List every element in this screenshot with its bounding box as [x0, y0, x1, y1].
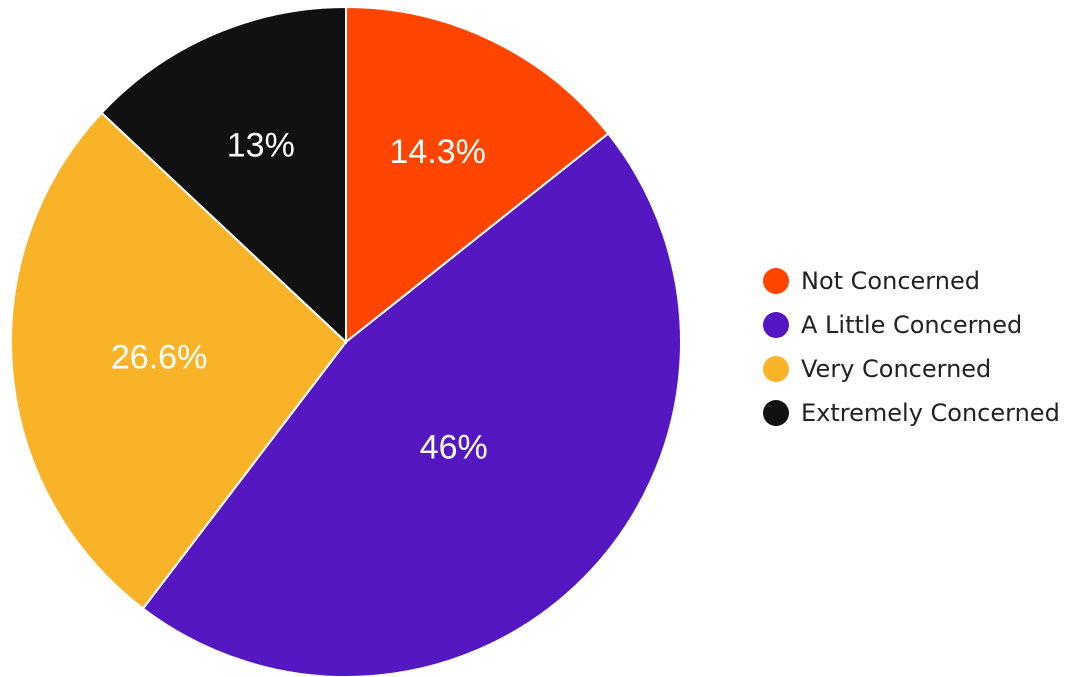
legend-swatch-icon: [763, 268, 789, 294]
data-label-not-concerned: 14.3%: [389, 133, 485, 171]
legend-item-very-concerned[interactable]: Very Concerned: [763, 347, 1060, 391]
pie-slice-a-little-concerned: [141, 132, 682, 677]
data-label-extremely-concerned: 13%: [227, 126, 295, 164]
legend-item-a-little-concerned[interactable]: A Little Concerned: [763, 303, 1060, 347]
pie-slice-extremely-concerned: [100, 5, 347, 345]
legend-item-not-concerned[interactable]: Not Concerned: [763, 259, 1060, 303]
legend-label: Extremely Concerned: [801, 399, 1060, 427]
legend-swatch-icon: [763, 356, 789, 382]
legend-label: Very Concerned: [801, 355, 992, 383]
pie-slice-not-concerned: [345, 5, 610, 345]
legend-swatch-icon: [763, 312, 789, 338]
pie-data-labels: 14.3% 46% 26.6% 13%: [111, 126, 488, 466]
legend-item-extremely-concerned[interactable]: Extremely Concerned: [763, 391, 1060, 435]
chart-legend: Not Concerned A Little Concerned Very Conc…: [763, 259, 1060, 435]
pie-slice-very-concerned: [10, 111, 348, 610]
data-label-very-concerned: 26.6%: [111, 339, 207, 377]
legend-label: Not Concerned: [801, 267, 980, 295]
pie-slices: [10, 5, 682, 677]
legend-label: A Little Concerned: [801, 311, 1023, 339]
legend-swatch-icon: [763, 400, 789, 426]
data-label-a-little-concerned: 46%: [420, 429, 488, 467]
